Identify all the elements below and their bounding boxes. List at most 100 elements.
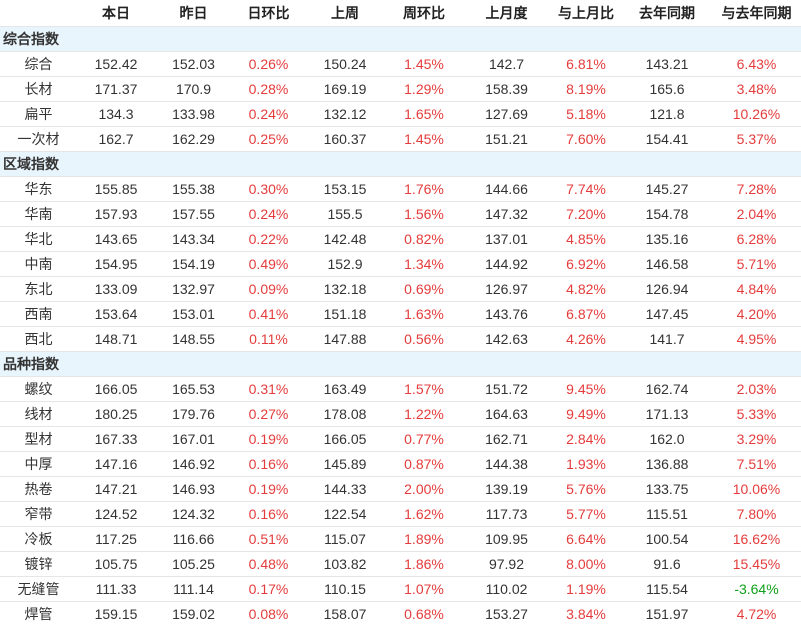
value-cell: 147.32 xyxy=(463,201,550,227)
percent-cell: 6.43% xyxy=(712,51,801,77)
value-cell: 144.38 xyxy=(463,451,550,477)
column-header-empty xyxy=(0,0,77,27)
value-cell: 167.01 xyxy=(155,426,232,452)
percent-cell: 6.64% xyxy=(550,526,622,552)
table-row: 扁平 134.3 133.98 0.24% 132.12 1.65% 127.69 5.18%… xyxy=(0,101,801,127)
percent-cell: 8.00% xyxy=(550,551,622,577)
table-row: 华北 143.65 143.34 0.22% 142.48 0.82% 137.01 4.85… xyxy=(0,226,801,252)
percent-cell: 9.45% xyxy=(550,376,622,402)
percent-cell: 1.45% xyxy=(385,51,463,77)
percent-cell: 0.30% xyxy=(232,176,305,202)
percent-cell: 0.11% xyxy=(232,326,305,352)
percent-cell: 4.26% xyxy=(550,326,622,352)
value-cell: 155.85 xyxy=(77,176,155,202)
value-cell: 165.53 xyxy=(155,376,232,402)
value-cell: 151.21 xyxy=(463,126,550,152)
percent-cell: 8.19% xyxy=(550,76,622,102)
section-row: 品种指数 xyxy=(0,351,801,377)
value-cell: 166.05 xyxy=(77,376,155,402)
value-cell: 146.93 xyxy=(155,476,232,502)
section-title: 区域指数 xyxy=(0,151,801,177)
value-cell: 157.55 xyxy=(155,201,232,227)
row-label: 综合 xyxy=(0,51,77,77)
percent-cell: 7.60% xyxy=(550,126,622,152)
row-label: 焊管 xyxy=(0,601,77,626)
percent-cell: 0.56% xyxy=(385,326,463,352)
row-label: 西南 xyxy=(0,301,77,327)
value-cell: 162.7 xyxy=(77,126,155,152)
value-cell: 153.64 xyxy=(77,301,155,327)
value-cell: 142.7 xyxy=(463,51,550,77)
row-label: 中厚 xyxy=(0,451,77,477)
percent-cell: 0.68% xyxy=(385,601,463,626)
value-cell: 160.37 xyxy=(305,126,385,152)
table-row: 综合 152.42 152.03 0.26% 150.24 1.45% 142.7 6.81%… xyxy=(0,51,801,77)
value-cell: 159.02 xyxy=(155,601,232,626)
value-cell: 148.55 xyxy=(155,326,232,352)
table-row: 东北 133.09 132.97 0.09% 132.18 0.69% 126.97 4.82… xyxy=(0,276,801,302)
percent-cell: 1.34% xyxy=(385,251,463,277)
row-label: 窄带 xyxy=(0,501,77,527)
value-cell: 142.48 xyxy=(305,226,385,252)
value-cell: 152.9 xyxy=(305,251,385,277)
section-row: 综合指数 xyxy=(0,26,801,52)
value-cell: 133.75 xyxy=(622,476,712,502)
value-cell: 144.33 xyxy=(305,476,385,502)
value-cell: 147.21 xyxy=(77,476,155,502)
value-cell: 154.41 xyxy=(622,126,712,152)
row-label: 型材 xyxy=(0,426,77,452)
percent-cell: 1.57% xyxy=(385,376,463,402)
percent-cell: 1.07% xyxy=(385,576,463,602)
value-cell: 122.54 xyxy=(305,501,385,527)
value-cell: 100.54 xyxy=(622,526,712,552)
percent-cell: 2.04% xyxy=(712,201,801,227)
value-cell: 157.93 xyxy=(77,201,155,227)
value-cell: 105.25 xyxy=(155,551,232,577)
percent-cell: 0.26% xyxy=(232,51,305,77)
value-cell: 169.19 xyxy=(305,76,385,102)
column-header: 昨日 xyxy=(155,0,232,27)
column-header: 上周 xyxy=(305,0,385,27)
percent-cell: 3.48% xyxy=(712,76,801,102)
column-header: 与上月比 xyxy=(550,0,622,27)
value-cell: 115.54 xyxy=(622,576,712,602)
percent-cell: 1.45% xyxy=(385,126,463,152)
value-cell: 117.25 xyxy=(77,526,155,552)
table-row: 冷板 117.25 116.66 0.51% 115.07 1.89% 109.95 6.64… xyxy=(0,526,801,552)
value-cell: 150.24 xyxy=(305,51,385,77)
value-cell: 136.88 xyxy=(622,451,712,477)
value-cell: 139.19 xyxy=(463,476,550,502)
value-cell: 152.42 xyxy=(77,51,155,77)
percent-cell: 5.18% xyxy=(550,101,622,127)
value-cell: 133.09 xyxy=(77,276,155,302)
value-cell: 162.74 xyxy=(622,376,712,402)
value-cell: 143.21 xyxy=(622,51,712,77)
header-row: 本日 昨日 日环比 上周 周环比 上月度 与上月比 去年同期 与去年同期 xyxy=(0,0,801,27)
value-cell: 170.9 xyxy=(155,76,232,102)
table-row: 镀锌 105.75 105.25 0.48% 103.82 1.86% 97.92 8.00%… xyxy=(0,551,801,577)
column-header: 与去年同期 xyxy=(712,0,801,27)
percent-cell: 0.48% xyxy=(232,551,305,577)
value-cell: 154.19 xyxy=(155,251,232,277)
table-row: 焊管 159.15 159.02 0.08% 158.07 0.68% 153.27 3.84… xyxy=(0,601,801,626)
value-cell: 159.15 xyxy=(77,601,155,626)
value-cell: 97.92 xyxy=(463,551,550,577)
percent-cell: 1.65% xyxy=(385,101,463,127)
row-label: 热卷 xyxy=(0,476,77,502)
value-cell: 137.01 xyxy=(463,226,550,252)
percent-cell: 4.85% xyxy=(550,226,622,252)
percent-cell: 6.92% xyxy=(550,251,622,277)
percent-cell: 0.08% xyxy=(232,601,305,626)
value-cell: 155.5 xyxy=(305,201,385,227)
value-cell: 143.65 xyxy=(77,226,155,252)
percent-cell: 2.00% xyxy=(385,476,463,502)
percent-cell: 2.84% xyxy=(550,426,622,452)
percent-cell: 16.62% xyxy=(712,526,801,552)
row-label: 镀锌 xyxy=(0,551,77,577)
percent-cell: 1.93% xyxy=(550,451,622,477)
value-cell: 110.02 xyxy=(463,576,550,602)
value-cell: 165.6 xyxy=(622,76,712,102)
percent-cell: 7.51% xyxy=(712,451,801,477)
percent-cell: 9.49% xyxy=(550,401,622,427)
value-cell: 124.32 xyxy=(155,501,232,527)
